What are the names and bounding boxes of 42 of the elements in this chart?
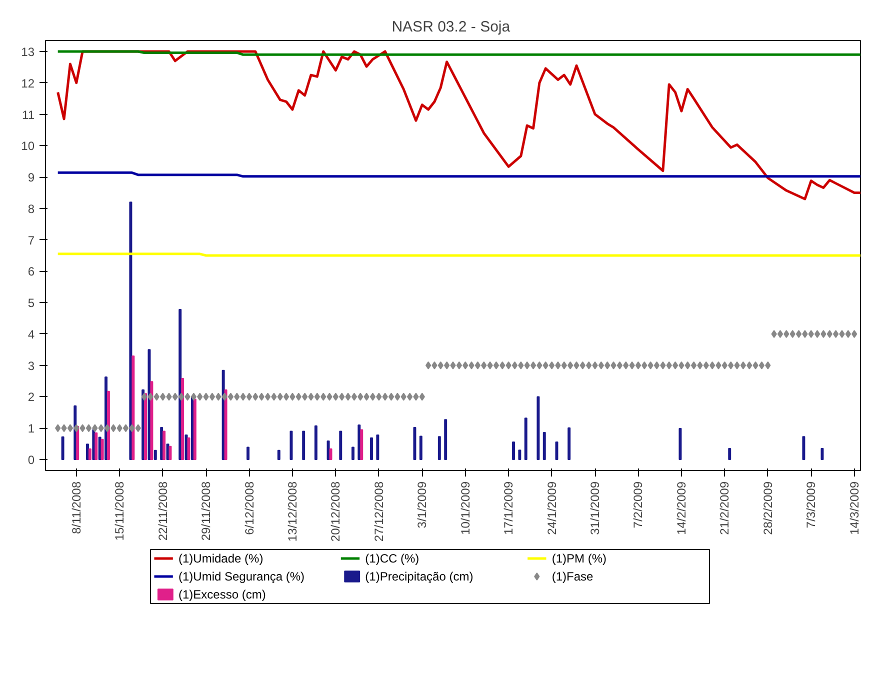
x-tick-label: 22/11/2008: [156, 481, 170, 541]
x-tick-label: 14/2/2009: [674, 481, 688, 535]
legend-label: (1)Umidade (%): [178, 552, 264, 566]
x-tick-label: 14/3/2009: [847, 481, 862, 535]
x-tick-label: 28/2/2009: [760, 481, 775, 535]
x-tick-label: 8/11/2008: [69, 481, 84, 534]
x-tick-label: 27/12/2008: [372, 481, 386, 542]
x-tick-label: 15/11/2008: [112, 481, 127, 541]
x-tick-label: 20/12/2008: [328, 481, 343, 542]
y-tick-label: 7: [28, 233, 35, 248]
y-tick-label: 4: [28, 327, 35, 342]
x-tick-label: 17/1/2009: [502, 481, 516, 535]
x-tick-label: 31/1/2009: [588, 481, 602, 535]
chart-title: NASR 03.2 - Soja: [392, 18, 511, 36]
x-tick-label: 29/11/2008: [199, 481, 214, 541]
y-tick-label: 12: [21, 76, 35, 90]
x-tick-label: 6/12/2008: [242, 481, 256, 535]
x-tick-label: 21/2/2009: [718, 481, 732, 535]
y-tick-label: 5: [28, 296, 35, 310]
x-tick-label: 24/1/2009: [544, 481, 559, 535]
y-tick-label: 13: [21, 44, 35, 59]
legend-label: (1)Precipitação (cm): [365, 570, 474, 584]
y-tick-label: 6: [28, 264, 35, 279]
x-tick-label: 7/2/2009: [631, 481, 646, 528]
legend-label: (1)Excesso (cm): [178, 588, 266, 602]
y-tick-label: 9: [28, 170, 35, 185]
y-tick-label: 11: [22, 108, 35, 122]
y-tick-label: 3: [28, 358, 35, 373]
y-tick-label: 1: [28, 422, 35, 436]
y-tick-label: 8: [28, 202, 35, 216]
y-tick-label: 0: [28, 453, 35, 468]
x-tick-label: 7/3/2009: [804, 481, 818, 528]
y-tick-label: 2: [28, 390, 35, 404]
line-series: [56, 50, 860, 200]
x-tick-label: 10/1/2009: [458, 481, 472, 535]
x-tick-label: 3/1/2009: [415, 481, 430, 528]
legend-label: (1)CC (%): [365, 552, 420, 566]
y-tick-label: 10: [21, 139, 35, 154]
legend-label: (1)Fase: [552, 570, 594, 584]
legend-label: (1)PM (%): [552, 552, 607, 566]
x-tick-label: 13/12/2008: [285, 481, 300, 542]
legend-label: (1)Umid Segurança (%): [178, 570, 305, 584]
